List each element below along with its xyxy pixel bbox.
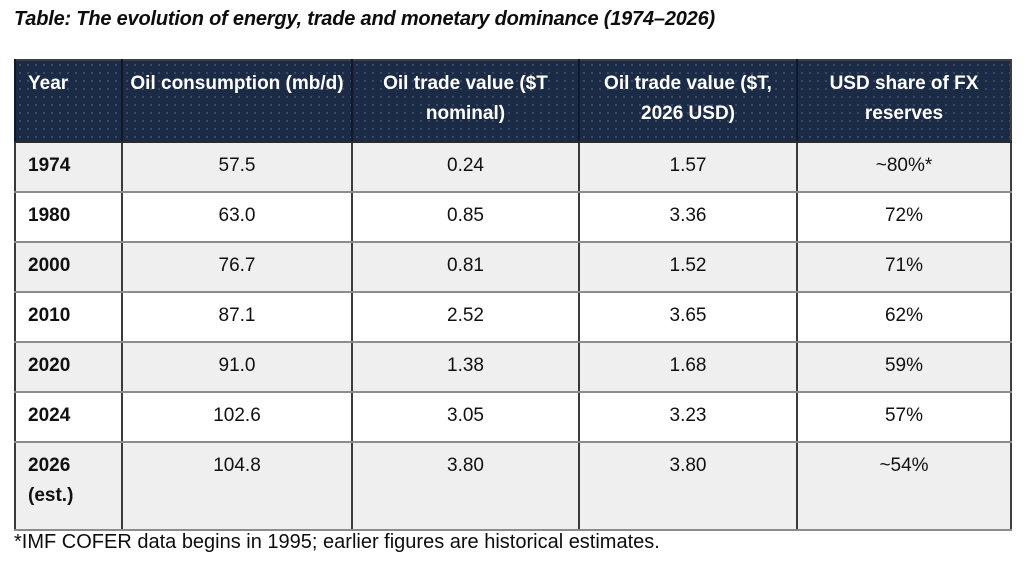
value-cell: 91.0 — [121, 342, 352, 393]
table-row-2010: 2010 87.1 2.52 3.65 62% — [14, 292, 1011, 343]
header-row: Year Oil consumption (mb/d) Oil trade va… — [14, 60, 1011, 143]
value-cell: 3.80 — [578, 442, 797, 531]
value-cell: 3.80 — [351, 442, 579, 531]
value-cell: 3.36 — [578, 192, 797, 243]
value-cell: ~80%* — [796, 142, 1011, 193]
table-row-2020: 2020 91.0 1.38 1.68 59% — [14, 342, 1011, 393]
table-row-1980: 1980 63.0 0.85 3.36 72% — [14, 192, 1011, 243]
value-cell: 104.8 — [121, 442, 352, 531]
year-cell: 2020 — [14, 342, 122, 393]
value-cell: 63.0 — [121, 192, 352, 243]
value-cell: 1.52 — [578, 242, 797, 293]
value-cell: 1.68 — [578, 342, 797, 393]
table-row-2000: 2000 76.7 0.81 1.52 71% — [14, 242, 1011, 293]
column-header-oil-trade-2026usd: Oil trade value ($T, 2026 USD) — [578, 60, 797, 143]
value-cell: ~54% — [796, 442, 1011, 531]
value-cell: 71% — [796, 242, 1011, 293]
column-header-oil-trade-nominal: Oil trade value ($T nominal) — [351, 60, 579, 143]
footnote: *IMF COFER data begins in 1995; earlier … — [14, 531, 660, 553]
value-cell: 1.57 — [578, 142, 797, 193]
data-table: Year Oil consumption (mb/d) Oil trade va… — [14, 59, 1012, 531]
value-cell: 57% — [796, 392, 1011, 443]
value-cell: 76.7 — [121, 242, 352, 293]
value-cell: 3.65 — [578, 292, 797, 343]
value-cell: 0.81 — [351, 242, 579, 293]
table-row-2026-est: 2026 (est.) 104.8 3.80 3.80 ~54% — [14, 442, 1011, 531]
value-cell: 1.38 — [351, 342, 579, 393]
year-cell: 2024 — [14, 392, 122, 443]
year-cell: 2026 (est.) — [14, 442, 122, 531]
value-cell: 0.24 — [351, 142, 579, 193]
value-cell: 62% — [796, 292, 1011, 343]
year-cell: 2010 — [14, 292, 122, 343]
table-row-2024: 2024 102.6 3.05 3.23 57% — [14, 392, 1011, 443]
column-header-year: Year — [14, 60, 122, 143]
year-cell: 1974 — [14, 142, 122, 193]
value-cell: 57.5 — [121, 142, 352, 193]
value-cell: 59% — [796, 342, 1011, 393]
value-cell: 72% — [796, 192, 1011, 243]
table-row-1974: 1974 57.5 0.24 1.57 ~80%* — [14, 142, 1011, 193]
table-title: Table: The evolution of energy, trade an… — [14, 8, 715, 30]
value-cell: 102.6 — [121, 392, 352, 443]
column-header-oil-consumption: Oil consumption (mb/d) — [121, 60, 352, 143]
year-cell: 2000 — [14, 242, 122, 293]
value-cell: 87.1 — [121, 292, 352, 343]
value-cell: 3.05 — [351, 392, 579, 443]
value-cell: 2.52 — [351, 292, 579, 343]
column-header-usd-fx-share: USD share of FX reserves — [796, 60, 1011, 143]
value-cell: 3.23 — [578, 392, 797, 443]
year-cell: 1980 — [14, 192, 122, 243]
value-cell: 0.85 — [351, 192, 579, 243]
